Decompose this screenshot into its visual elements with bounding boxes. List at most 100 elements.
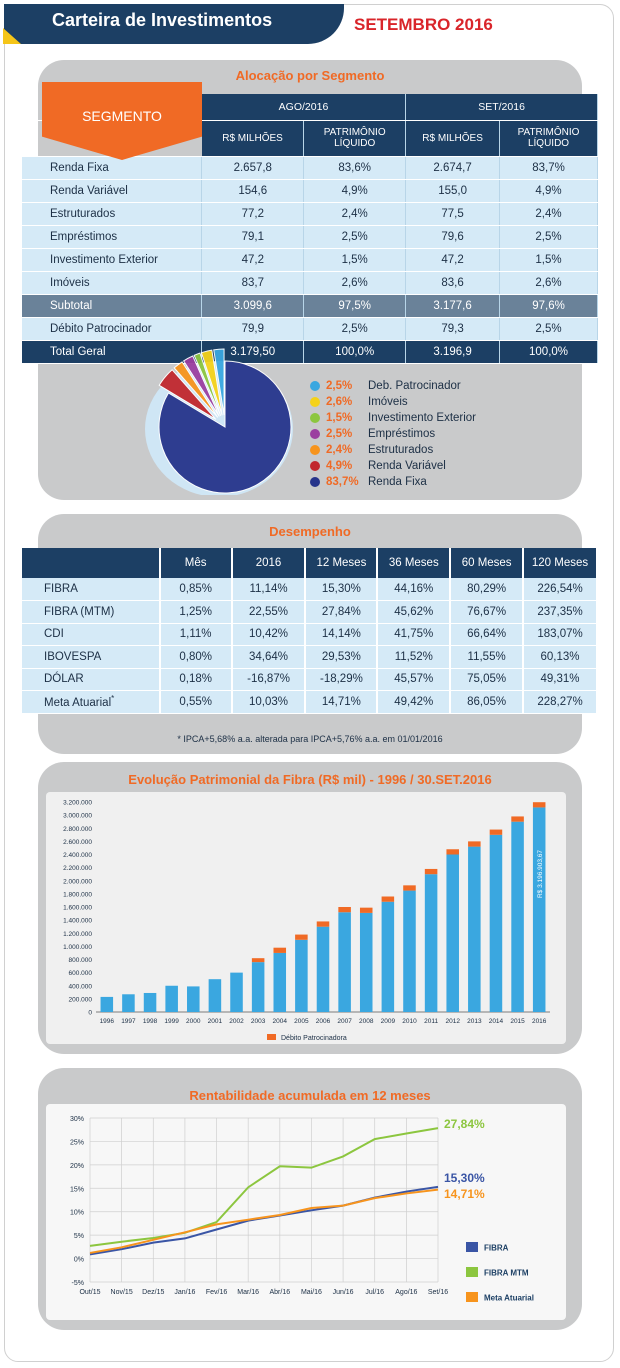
set-value: 83,6 xyxy=(405,271,501,295)
bar xyxy=(100,996,114,1012)
bar-debito xyxy=(532,802,546,808)
performance-row: Meta Atuarial* 0,55% 10,03% 14,71% 49,42% 86,… xyxy=(22,690,598,714)
x-tick-label: 1998 xyxy=(143,1018,158,1025)
performance-column-header: 60 Meses xyxy=(450,548,525,578)
x-tick-label: 2011 xyxy=(424,1018,438,1025)
bar-debito xyxy=(338,907,351,913)
series-line xyxy=(89,1127,439,1247)
period-set: SET/2016 xyxy=(405,94,598,121)
legend-percent: 83,7% xyxy=(326,476,359,488)
ago-value: 83,7 xyxy=(201,271,305,295)
ago-percent: 97,5% xyxy=(303,294,407,318)
allocation-row: Total Geral 3.179,50 100,0% 3.196,9 100,0% xyxy=(22,340,598,364)
x-tick-label: 2009 xyxy=(381,1018,396,1025)
y-tick-label: 15% xyxy=(70,1186,84,1193)
y-tick-label: 1.400.000 xyxy=(63,918,92,925)
set-value: 3.177,6 xyxy=(405,294,501,318)
performance-row-label: DÓLAR xyxy=(22,668,161,691)
bar-debito xyxy=(446,849,459,855)
allocation-row-label: Empréstimos xyxy=(22,225,203,249)
performance-value: 49,42% xyxy=(377,690,452,714)
col-pl-ago: PATRIMÔNIO LÍQUIDO xyxy=(303,120,407,157)
bar xyxy=(230,972,243,1012)
x-tick-label: 2008 xyxy=(359,1018,374,1025)
bar xyxy=(338,912,351,1012)
performance-value: 66,64% xyxy=(450,623,525,646)
allocation-row: Subtotal 3.099,6 97,5% 3.177,6 97,6% xyxy=(22,294,598,318)
performance-value: 27,84% xyxy=(305,600,379,624)
legend-name: Estruturados xyxy=(368,444,434,456)
bar-debito xyxy=(468,841,481,847)
legend-item: 2,5% Empréstimos xyxy=(310,426,476,442)
allocation-row-label: Renda Variável xyxy=(22,179,203,203)
allocation-title: Alocação por Segmento xyxy=(235,68,385,83)
performance-value: 22,55% xyxy=(231,600,307,624)
x-tick-label: Fev/16 xyxy=(206,1289,228,1296)
legend-item: 2,6% Imóveis xyxy=(310,394,476,410)
performance-value: 1,11% xyxy=(159,623,233,646)
pie-slice xyxy=(200,349,223,416)
x-tick-label: 2010 xyxy=(402,1018,417,1025)
y-tick-label: 1.800.000 xyxy=(63,891,92,898)
performance-row-label: IBOVESPA xyxy=(22,645,161,669)
bar-debito xyxy=(403,885,416,891)
bar xyxy=(468,846,481,1012)
performance-row: DÓLAR 0,18% -16,87% -18,29% 45,57% 75,05% 49,3… xyxy=(22,668,598,691)
y-tick-label: 20% xyxy=(70,1163,84,1170)
performance-column-header: Mês xyxy=(159,548,233,578)
bar xyxy=(165,985,178,1012)
legend-name: Renda Variável xyxy=(368,460,446,472)
set-percent: 1,5% xyxy=(499,248,598,272)
legend-label: Débito Patrocinadora xyxy=(281,1035,347,1042)
period-ago: AGO/2016 xyxy=(201,94,407,121)
legend-name: Imóveis xyxy=(368,396,408,408)
bar xyxy=(381,901,395,1012)
legend-dot xyxy=(310,397,320,407)
bar-debito xyxy=(295,934,308,940)
bar xyxy=(511,821,524,1012)
series-end-label: 14,71% xyxy=(444,1187,485,1201)
x-tick-label: 1999 xyxy=(164,1018,179,1025)
set-percent: 2,5% xyxy=(499,317,598,341)
set-percent: 100,0% xyxy=(499,340,598,364)
col-milhoes-set: R$ MILHÕES xyxy=(405,120,501,157)
set-value: 3.196,9 xyxy=(405,340,501,364)
performance-value: 86,05% xyxy=(450,690,525,714)
x-tick-label: 2007 xyxy=(337,1018,352,1025)
bar xyxy=(143,992,157,1012)
line-chart-title: Rentabilidade acumulada em 12 meses xyxy=(189,1088,430,1103)
allocation-row: Investimento Exterior 47,2 1,5% 47,2 1,5% xyxy=(22,248,598,272)
performance-value: 49,31% xyxy=(523,668,598,691)
x-tick-label: 2002 xyxy=(229,1018,244,1025)
x-tick-label: 2013 xyxy=(467,1018,482,1025)
performance-value: 14,14% xyxy=(305,623,379,646)
performance-value: 60,13% xyxy=(523,645,598,669)
ago-value: 77,2 xyxy=(201,202,305,226)
legend-dot xyxy=(310,445,320,455)
performance-value: 34,64% xyxy=(231,645,307,669)
bar xyxy=(208,979,222,1012)
y-tick-label: -5% xyxy=(72,1280,84,1287)
ago-value: 154,6 xyxy=(201,179,305,203)
legend-label: FIBRA xyxy=(484,1244,509,1253)
y-tick-label: 2.000.000 xyxy=(63,878,92,885)
x-tick-label: Nov/15 xyxy=(111,1289,133,1296)
legend-swatch xyxy=(466,1242,478,1252)
bar xyxy=(359,912,373,1012)
performance-value: 14,71% xyxy=(305,690,379,714)
corner-accent xyxy=(3,28,21,44)
x-tick-label: 2001 xyxy=(208,1018,223,1025)
y-tick-label: 0 xyxy=(88,1010,92,1017)
legend-swatch xyxy=(466,1267,478,1277)
bar xyxy=(532,807,546,1012)
x-tick-label: 2014 xyxy=(489,1018,504,1025)
x-tick-label: 2000 xyxy=(186,1018,201,1025)
performance-value: 44,16% xyxy=(377,578,452,601)
set-percent: 83,7% xyxy=(499,156,598,180)
performance-note: * IPCA+5,68% a.a. alterada para IPCA+5,7… xyxy=(177,734,443,744)
set-value: 79,3 xyxy=(405,317,501,341)
bar xyxy=(424,874,438,1012)
x-tick-label: 2003 xyxy=(251,1018,266,1025)
legend-percent: 2,5% xyxy=(326,380,353,392)
x-tick-label: Mar/16 xyxy=(237,1289,259,1296)
